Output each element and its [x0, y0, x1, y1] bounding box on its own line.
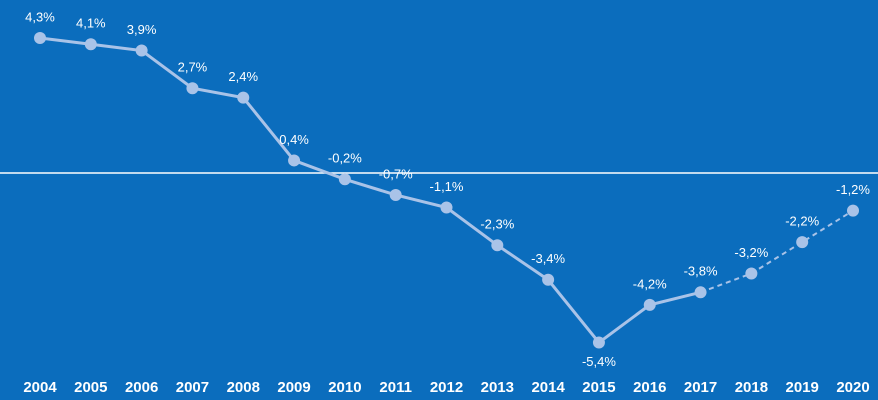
- point: [237, 91, 250, 104]
- point: [288, 154, 301, 167]
- point: [847, 204, 859, 217]
- data-label: 4,3%: [25, 9, 55, 24]
- x-tick-label: 2007: [176, 379, 209, 396]
- point: [592, 336, 605, 349]
- x-tick-label: 2015: [582, 379, 615, 396]
- data-label: -2,3%: [480, 217, 514, 232]
- x-tick-label: 2016: [633, 379, 666, 396]
- data-label: 0,4%: [279, 132, 309, 147]
- point: [643, 298, 656, 311]
- data-label: -5,4%: [582, 354, 616, 369]
- x-tick-label: 2004: [23, 379, 57, 396]
- x-tick-label: 2019: [786, 379, 819, 396]
- x-tick-label: 2008: [227, 379, 260, 396]
- data-label: -0,2%: [328, 151, 362, 166]
- data-label: 2,4%: [228, 69, 258, 84]
- x-tick-label: 2010: [328, 379, 361, 396]
- point: [338, 173, 351, 186]
- connector: [700, 272, 752, 294]
- point: [542, 273, 555, 286]
- point: [389, 188, 402, 201]
- data-label: -3,8%: [684, 264, 718, 279]
- x-tick-label: 2005: [74, 379, 107, 396]
- point: [440, 201, 453, 214]
- x-tick-label: 2012: [430, 379, 463, 396]
- data-label: 3,9%: [127, 22, 157, 37]
- data-label: -1,2%: [836, 182, 870, 197]
- x-tick-label: 2013: [481, 379, 514, 396]
- x-tick-label: 2006: [125, 379, 158, 396]
- data-label: -3,2%: [734, 245, 768, 260]
- x-tick-label: 2009: [277, 379, 310, 396]
- x-tick-label: 2011: [379, 379, 412, 396]
- point: [34, 31, 46, 44]
- point: [186, 82, 199, 95]
- data-label: -1,1%: [430, 179, 464, 194]
- data-label: -3,4%: [531, 251, 565, 266]
- data-label: -2,2%: [785, 214, 819, 229]
- x-tick-label: 2018: [735, 379, 768, 396]
- point: [135, 44, 148, 57]
- x-tick-label: 2020: [836, 379, 869, 396]
- line: [750, 209, 854, 275]
- line: [39, 36, 701, 345]
- point: [745, 267, 758, 280]
- point: [84, 38, 97, 51]
- data-label: 2,7%: [178, 60, 208, 75]
- data-label: 4,1%: [76, 16, 106, 31]
- x-tick-label: 2014: [531, 379, 565, 396]
- data-label: -0,7%: [379, 166, 413, 181]
- point: [491, 239, 504, 252]
- data-label: -4,2%: [633, 276, 667, 291]
- point: [796, 236, 809, 249]
- x-tick-label: 2017: [684, 379, 717, 396]
